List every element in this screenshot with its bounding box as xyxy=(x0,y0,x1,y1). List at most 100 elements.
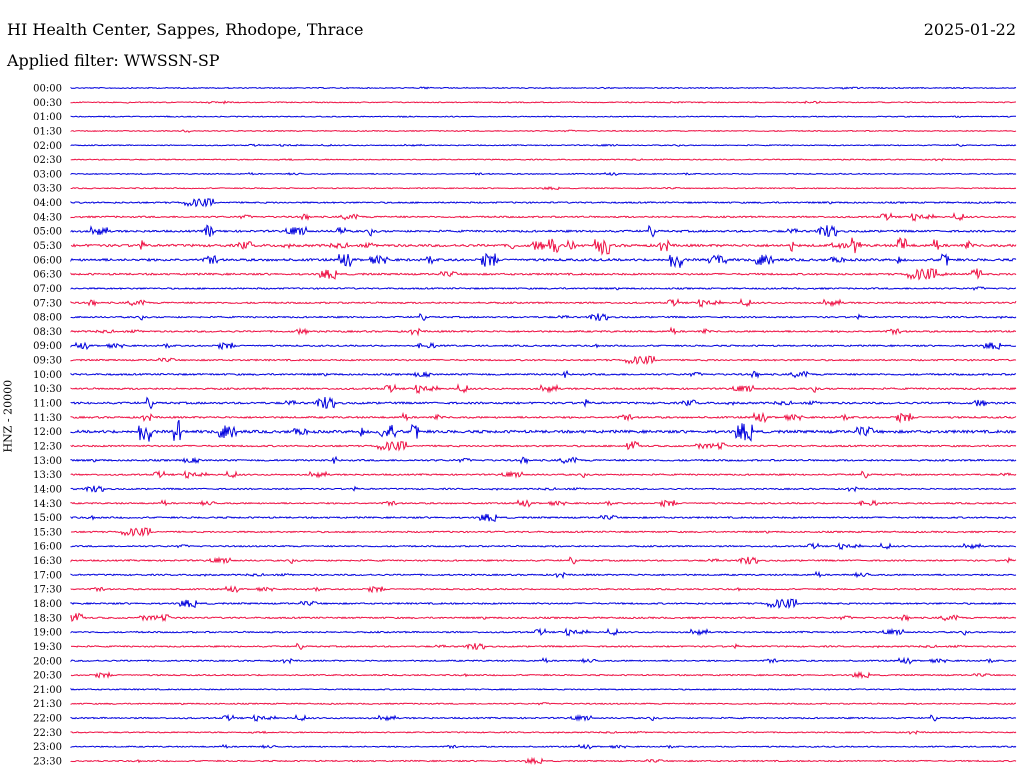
seismic-trace-0000 xyxy=(70,86,1017,90)
time-tick-label: 06:00 xyxy=(33,255,62,266)
time-tick-label: 04:00 xyxy=(33,198,62,209)
seismic-trace-0200 xyxy=(70,143,1017,147)
time-tick-label: 17:00 xyxy=(33,570,62,581)
time-tick-label: 22:00 xyxy=(33,714,62,725)
time-tick-label: 08:00 xyxy=(33,313,62,324)
time-tick-label: 18:00 xyxy=(33,599,62,610)
seismic-trace-1730 xyxy=(70,585,1017,594)
seismic-trace-1400 xyxy=(70,485,1017,493)
station-title: HI Health Center, Sappes, Rhodope, Thrac… xyxy=(7,20,364,39)
time-tick-label: 21:00 xyxy=(33,685,62,696)
time-tick-label: 21:30 xyxy=(33,699,62,710)
time-tick-label: 20:00 xyxy=(33,656,62,667)
time-tick-label: 23:30 xyxy=(33,757,62,768)
time-tick-label: 07:00 xyxy=(33,284,62,295)
time-tick-label: 03:00 xyxy=(33,169,62,180)
seismic-trace-1430 xyxy=(70,499,1017,508)
time-tick-label: 05:30 xyxy=(33,241,62,252)
time-tick-label: 02:30 xyxy=(33,155,62,166)
time-tick-label: 08:30 xyxy=(33,327,62,338)
seismic-trace-1200 xyxy=(70,419,1017,442)
seismic-trace-2000 xyxy=(70,656,1017,665)
seismic-trace-2230 xyxy=(70,730,1017,735)
seismic-trace-0600 xyxy=(70,252,1017,269)
seismic-trace-1230 xyxy=(70,440,1017,452)
time-tick-label: 23:00 xyxy=(33,742,62,753)
time-tick-label: 12:00 xyxy=(33,427,62,438)
time-tick-label: 19:00 xyxy=(33,628,62,639)
seismic-trace-2330 xyxy=(70,756,1017,766)
time-tick-label: 00:30 xyxy=(33,98,62,109)
time-tick-label: 04:30 xyxy=(33,212,62,223)
time-tick-label: 19:30 xyxy=(33,642,62,653)
time-tick-label: 16:30 xyxy=(33,556,62,567)
time-tick-label: 02:00 xyxy=(33,141,62,152)
time-tick-label: 11:30 xyxy=(33,413,62,424)
seismic-trace-0830 xyxy=(70,326,1017,337)
seismic-trace-0900 xyxy=(70,341,1017,351)
seismic-trace-2100 xyxy=(70,687,1017,691)
time-tick-label: 17:30 xyxy=(33,585,62,596)
time-tick-label: 13:00 xyxy=(33,456,62,467)
seismic-trace-0130 xyxy=(70,129,1017,133)
seismic-trace-1630 xyxy=(70,556,1017,565)
seismic-trace-0230 xyxy=(70,158,1017,162)
helicorder-plot: 00:00 00:30 01:00 01:30 02:00 02:30 03:00 03:30… xyxy=(33,84,1017,768)
filter-label: Applied filter: WWSSN-SP xyxy=(7,51,220,70)
seismic-trace-1700 xyxy=(70,570,1017,580)
seismic-trace-2200 xyxy=(70,713,1017,722)
time-tick-label: 15:30 xyxy=(33,527,62,538)
time-tick-label: 01:30 xyxy=(33,126,62,137)
seismic-trace-1830 xyxy=(70,612,1017,623)
time-tick-label: 05:00 xyxy=(33,227,62,238)
seismic-trace-0700 xyxy=(70,286,1017,291)
time-tick-label: 10:30 xyxy=(33,384,62,395)
time-tick-label: 16:00 xyxy=(33,542,62,553)
time-tick-label: 06:30 xyxy=(33,270,62,281)
time-tick-label: 07:30 xyxy=(33,298,62,309)
seismic-trace-1100 xyxy=(70,396,1017,410)
time-tick-label: 15:00 xyxy=(33,513,62,524)
seismic-trace-0430 xyxy=(70,211,1016,222)
seismic-trace-1300 xyxy=(70,455,1017,465)
seismic-trace-1900 xyxy=(70,627,1016,637)
seismic-trace-2030 xyxy=(70,670,1017,680)
seismic-trace-2300 xyxy=(70,743,1017,750)
seismic-trace-1130 xyxy=(70,411,1017,424)
time-tick-label: 09:30 xyxy=(33,356,62,367)
seismic-trace-2130 xyxy=(70,702,1016,706)
seismic-trace-0500 xyxy=(70,224,1017,238)
time-tick-label: 00:00 xyxy=(33,84,62,95)
time-tick-label: 10:00 xyxy=(33,370,62,381)
seismic-trace-1600 xyxy=(70,542,1017,551)
time-tick-label: 13:30 xyxy=(33,470,62,481)
seismic-trace-0630 xyxy=(70,267,1017,281)
seismic-trace-0800 xyxy=(70,313,1017,322)
seismic-trace-1930 xyxy=(70,642,1017,651)
time-tick-label: 12:30 xyxy=(33,441,62,452)
seismic-trace-0330 xyxy=(70,186,1017,191)
time-tick-label: 22:30 xyxy=(33,728,62,739)
time-tick-label: 09:00 xyxy=(33,341,62,352)
seismic-trace-0300 xyxy=(70,171,1017,177)
seismic-trace-0730 xyxy=(70,297,1017,308)
seismic-trace-1530 xyxy=(70,527,1017,538)
time-tick-label: 18:30 xyxy=(33,613,62,624)
time-tick-label: 14:00 xyxy=(33,484,62,495)
seismic-trace-1030 xyxy=(70,383,1017,395)
time-tick-label: 03:30 xyxy=(33,184,62,195)
seismic-trace-1000 xyxy=(70,369,1017,379)
seismic-trace-0530 xyxy=(70,237,1017,256)
seismic-trace-0400 xyxy=(70,197,1017,208)
seismic-trace-1800 xyxy=(70,598,1017,610)
seismic-trace-0100 xyxy=(70,115,1016,119)
time-tick-label: 14:30 xyxy=(33,499,62,510)
time-tick-label: 20:30 xyxy=(33,671,62,682)
seismic-trace-1500 xyxy=(70,513,1017,523)
record-date: 2025-01-22 xyxy=(923,20,1016,39)
time-tick-label: 11:00 xyxy=(33,399,62,410)
seismic-trace-0930 xyxy=(70,355,1017,366)
seismic-trace-1330 xyxy=(70,469,1017,480)
time-tick-label: 01:00 xyxy=(33,112,62,123)
seismic-trace-0030 xyxy=(70,100,1016,105)
